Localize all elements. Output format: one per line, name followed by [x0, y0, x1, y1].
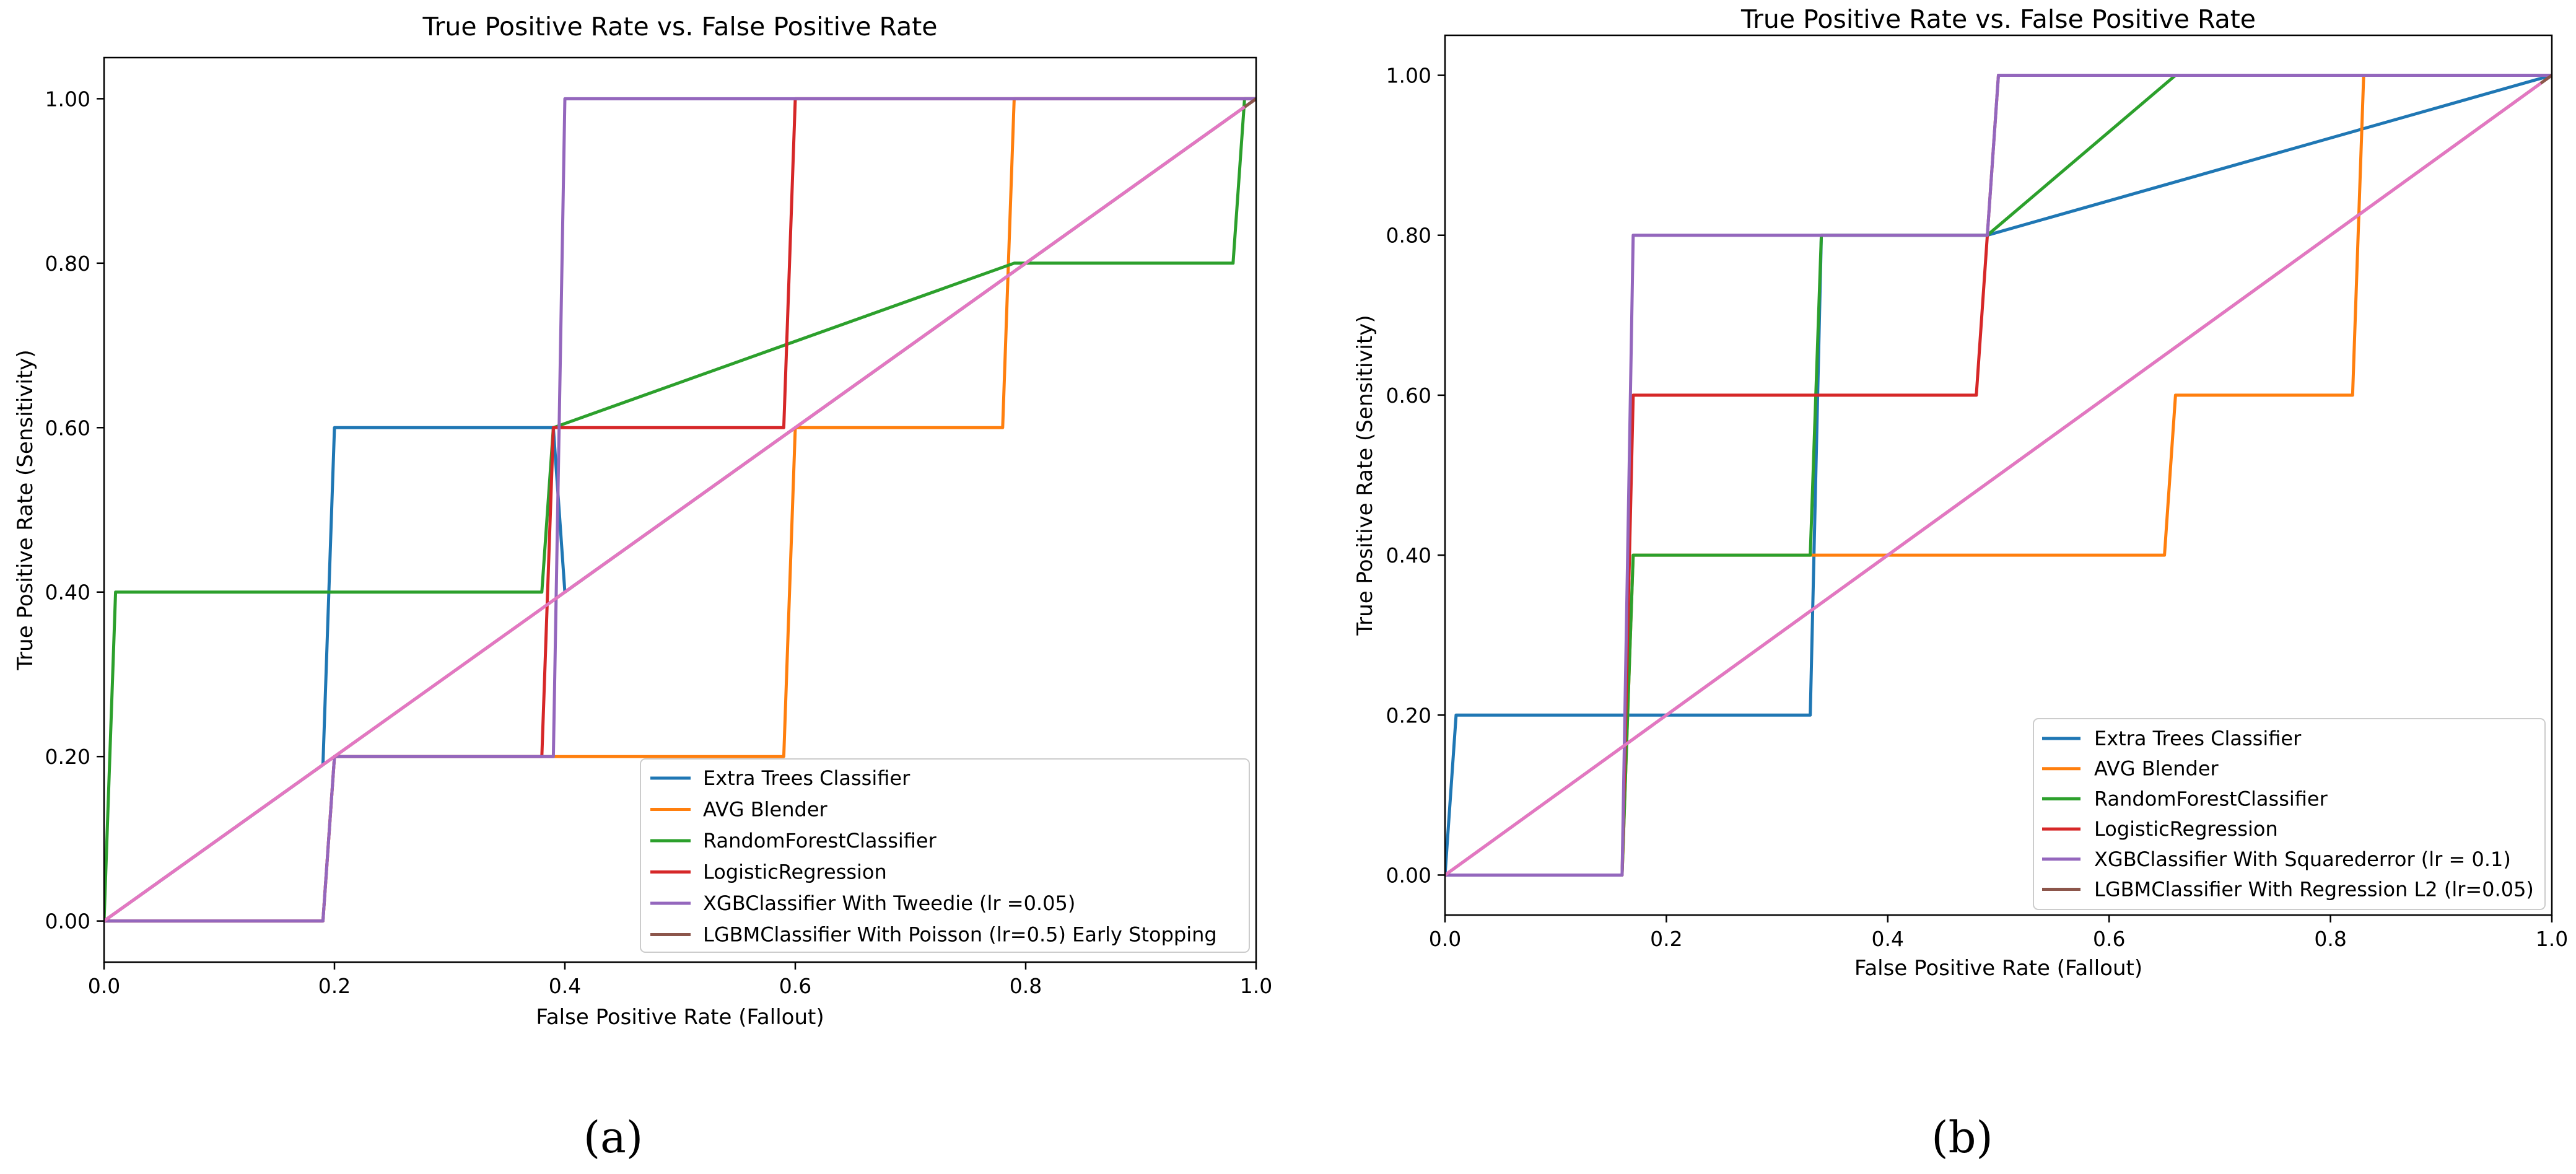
legend-entry: XGBClassifier With Squarederror (lr = 0.…: [2094, 848, 2511, 871]
y-tick-label: 0.20: [45, 745, 90, 769]
axes-frame: [1444, 34, 2553, 916]
y-tick-label: 0.00: [1386, 863, 1431, 887]
x-tick-label: 0.0: [1429, 927, 1461, 951]
series-line-diagonal-extra: [104, 105, 1246, 922]
y-tick-label: 0.40: [45, 580, 90, 605]
y-tick-label: 0.80: [1386, 224, 1431, 248]
chart-b: True Positive Rate vs. False Positive Ra…: [1353, 4, 2568, 1163]
y-axis-label: True Positive Rate (Sensitivity): [13, 349, 38, 670]
x-tick-label: 0.2: [318, 974, 351, 998]
legend-entry: LGBMClassifier With Regression L2 (lr=0.…: [2094, 878, 2534, 901]
panel-caption: (a): [583, 1112, 643, 1163]
series-line-xgbclassifier-with-tweedie-lr-0-05: [104, 97, 1256, 923]
chart-a: True Positive Rate vs. False Positive Ra…: [13, 12, 1272, 1163]
legend-entry: LogisticRegression: [2094, 817, 2278, 841]
legend-box: [2033, 718, 2546, 910]
x-tick-label: 0.8: [1010, 974, 1042, 998]
series-line-diagonal-extra: [1445, 82, 2542, 877]
legend-entry: Extra Trees Classifier: [2094, 727, 2302, 750]
y-tick-label: 1.00: [45, 87, 90, 111]
legend-entry: RandomForestClassifier: [703, 829, 937, 852]
y-tick-label: 0.20: [1386, 703, 1431, 727]
x-tick-label: 0.2: [1650, 927, 1682, 951]
series-group: [1445, 74, 2552, 877]
y-tick-label: 0.60: [1386, 383, 1431, 408]
series-line-xgbclassifier-with-squarederror-lr-0-1: [1445, 74, 2552, 877]
x-tick-label: 0.0: [88, 974, 120, 998]
x-axis-label: False Positive Rate (Fallout): [1854, 956, 2142, 981]
chart-title: True Positive Rate vs. False Positive Ra…: [422, 12, 938, 42]
y-tick-label: 0.60: [45, 416, 90, 440]
legend-entry: AVG Blender: [703, 798, 828, 821]
panel-caption: (b): [1931, 1112, 1993, 1163]
x-tick-label: 1.0: [1240, 974, 1272, 998]
x-tick-label: 0.4: [1872, 927, 1904, 951]
y-tick-label: 1.00: [1386, 64, 1431, 88]
legend-entry: Extra Trees Classifier: [703, 766, 910, 790]
x-tick-label: 0.8: [2314, 927, 2346, 951]
x-tick-label: 1.0: [2536, 927, 2568, 951]
y-axis-label: True Positive Rate (Sensitivity): [1353, 315, 1378, 636]
x-tick-label: 0.6: [779, 974, 811, 998]
series-line-randomforestclassifier: [104, 97, 1256, 921]
x-axis-label: False Positive Rate (Fallout): [536, 1005, 824, 1030]
legend: Extra Trees Classifier AVG Blender RandomF…: [2033, 718, 2546, 910]
legend-entry: AVG Blender: [2094, 757, 2219, 781]
x-tick-label: 0.6: [2093, 927, 2125, 951]
series-group: [104, 97, 1256, 923]
x-tick-label: 0.4: [549, 974, 581, 998]
y-tick-label: 0.00: [45, 909, 90, 934]
y-tick-label: 0.40: [1386, 543, 1431, 567]
legend-entry: LogisticRegression: [703, 861, 887, 884]
series-line-extra-trees-classifier: [1445, 74, 2552, 875]
legend-entry: LGBMClassifier With Poisson (lr=0.5) Ear…: [703, 923, 1217, 947]
legend-box: [640, 758, 1250, 953]
y-tick-label: 0.80: [45, 252, 90, 276]
legend: Extra Trees Classifier AVG Blender RandomF…: [640, 758, 1250, 953]
legend-entry: XGBClassifier With Tweedie (lr =0.05): [703, 891, 1075, 915]
axes-frame: [103, 56, 1257, 963]
chart-title: True Positive Rate vs. False Positive Ra…: [1740, 4, 2256, 34]
legend-entry: RandomForestClassifier: [2094, 787, 2328, 810]
